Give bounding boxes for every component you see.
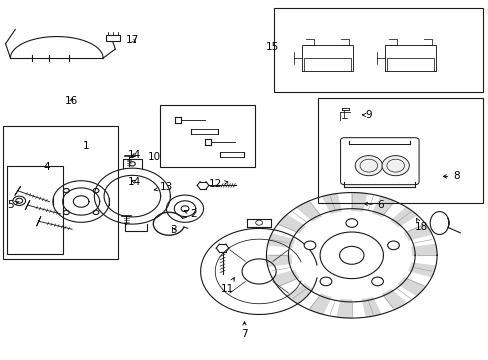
Text: 1: 1 [82,141,89,151]
Circle shape [304,241,315,249]
Text: 14: 14 [128,150,141,160]
Wedge shape [398,278,425,296]
Circle shape [345,219,357,227]
Text: 8: 8 [442,171,459,181]
Wedge shape [322,194,341,213]
Wedge shape [336,300,351,318]
Circle shape [381,156,408,176]
Wedge shape [266,255,291,266]
Wedge shape [351,193,366,211]
Text: 4: 4 [43,162,50,172]
Wedge shape [372,196,394,216]
Wedge shape [308,294,330,314]
Wedge shape [390,207,416,226]
Text: 5: 5 [7,200,19,210]
Text: 11: 11 [221,278,234,294]
Text: 14: 14 [128,177,141,187]
Bar [273,8,483,92]
Circle shape [387,241,399,249]
Text: 18: 18 [413,219,427,231]
Wedge shape [286,284,312,303]
Text: 17: 17 [125,35,139,45]
Wedge shape [411,244,436,255]
Bar [317,98,483,203]
Text: 16: 16 [64,96,78,106]
Wedge shape [404,224,431,240]
Text: 15: 15 [265,42,279,52]
Wedge shape [382,290,406,310]
Wedge shape [271,271,298,287]
Wedge shape [277,215,305,233]
Circle shape [354,156,382,176]
Bar [6,166,62,253]
Text: 3: 3 [170,225,177,235]
Wedge shape [267,234,294,248]
Bar [105,35,120,41]
Text: 2: 2 [184,209,196,219]
Bar [160,105,255,167]
Circle shape [371,277,383,286]
Text: 13: 13 [154,182,173,192]
Wedge shape [296,201,321,221]
Wedge shape [408,263,435,277]
Text: 10: 10 [147,152,161,162]
Text: 7: 7 [241,322,247,339]
Text: 9: 9 [362,111,371,121]
Circle shape [320,277,331,286]
Bar [3,126,118,259]
Wedge shape [362,297,380,317]
Text: 12: 12 [208,179,227,189]
Text: 6: 6 [364,200,384,210]
Circle shape [339,246,363,264]
